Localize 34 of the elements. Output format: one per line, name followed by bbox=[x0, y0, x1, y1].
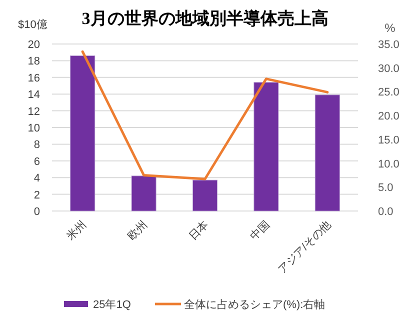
y2-tick-label: 35.0 bbox=[378, 39, 400, 51]
bar bbox=[314, 94, 340, 212]
y-tick-label: 4 bbox=[34, 172, 40, 185]
x-tick-label: 米州 bbox=[64, 218, 89, 243]
x-tick-label: アジア/その他 bbox=[276, 218, 334, 276]
y-tick-label: 2 bbox=[34, 189, 40, 202]
legend-label: 25年1Q bbox=[93, 299, 132, 311]
bar bbox=[131, 176, 156, 212]
x-tick-label: 中国 bbox=[248, 218, 272, 243]
y-tick-label: 20 bbox=[28, 39, 40, 51]
bar bbox=[70, 55, 96, 212]
y2-tick-label: 20.0 bbox=[378, 110, 400, 123]
y-tick-label: 18 bbox=[28, 56, 40, 68]
y2-tick-label: 0.0 bbox=[378, 206, 394, 218]
y2-tick-label: 25.0 bbox=[378, 86, 400, 99]
y2-tick-label: 5.0 bbox=[378, 182, 394, 194]
y-tick-label: 8 bbox=[34, 139, 40, 152]
y-tick-label: 10 bbox=[28, 122, 40, 134]
bar bbox=[192, 180, 218, 212]
y-tick-label: 14 bbox=[28, 89, 40, 102]
y-axis-title: $10億 bbox=[18, 18, 48, 31]
x-tick-label: 欧州 bbox=[125, 218, 150, 243]
y2-tick-label: 10.0 bbox=[378, 158, 400, 170]
bar bbox=[254, 82, 279, 212]
legend-label: 全体に占めるシェア(%):右軸 bbox=[184, 298, 326, 311]
x-tick-label: 日本 bbox=[186, 218, 212, 243]
y-tick-label: 12 bbox=[28, 106, 40, 118]
y2-tick-label: 30.0 bbox=[378, 62, 400, 75]
y2-axis-title: % bbox=[384, 21, 396, 35]
y-tick-label: 16 bbox=[28, 72, 40, 84]
y-tick-label: 0 bbox=[34, 206, 40, 218]
chart-title: 3月の世界の地域別半導体売上高 bbox=[82, 9, 328, 28]
y-tick-label: 6 bbox=[34, 156, 40, 168]
y2-tick-label: 15.0 bbox=[378, 134, 400, 146]
